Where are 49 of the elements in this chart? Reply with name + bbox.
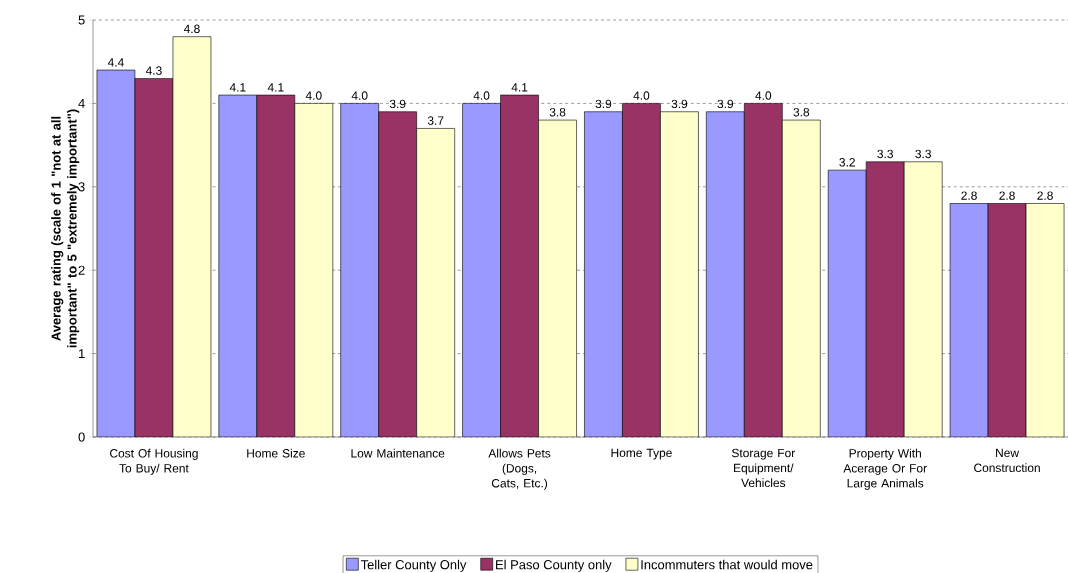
legend-label: El Paso County only <box>496 559 612 572</box>
data-label: 4.0 <box>351 91 368 100</box>
data-label: 3.9 <box>595 99 612 109</box>
data-label: 3.3 <box>915 149 931 159</box>
data-label: 3.9 <box>717 99 734 109</box>
y-tick-label: 4 <box>78 98 85 108</box>
data-label: 4.0 <box>633 91 650 100</box>
x-tick-label: Storage For Equipment/ Vehicles <box>731 448 795 488</box>
x-tick-label: Home Size <box>247 448 305 458</box>
data-label: 3.9 <box>389 99 406 109</box>
data-label: 4.0 <box>305 91 322 100</box>
bar <box>706 111 745 437</box>
legend-label: Incommuters that would move <box>641 559 813 570</box>
y-tick-label: 3 <box>78 182 85 192</box>
data-label: 4.8 <box>183 24 200 34</box>
bar <box>340 103 379 437</box>
y-tick-label: 0 <box>78 432 85 442</box>
data-label: 4.3 <box>145 66 162 75</box>
data-label: 2.8 <box>999 191 1015 200</box>
data-label: 4.4 <box>107 58 124 67</box>
bar <box>218 95 257 437</box>
data-label: 3.3 <box>877 149 893 159</box>
data-label: 4.1 <box>267 83 284 92</box>
legend-label: Teller County Only <box>360 559 467 572</box>
data-label: 3.9 <box>671 99 688 109</box>
bar <box>584 111 623 437</box>
x-tick-label: Cost Of Housing To Buy/ Rent <box>110 448 198 475</box>
data-label: 4.1 <box>229 83 246 92</box>
bar <box>949 203 989 437</box>
y-tick-label: 5 <box>78 15 85 25</box>
x-tick-label: Property With Acerage Or For Large Animals <box>843 448 927 490</box>
data-label: 4.1 <box>511 83 528 92</box>
bar <box>462 103 501 437</box>
y-tick-label: 1 <box>79 349 85 359</box>
y-tick-label: 2 <box>78 265 85 275</box>
data-label: 4.0 <box>473 91 490 100</box>
x-tick-label: Allows Pets (Dogs, Cats, Etc.) <box>488 448 551 490</box>
x-tick-label: Low Maintenance <box>351 448 445 458</box>
x-tick-label: Home Type <box>611 448 672 460</box>
data-label: 3.8 <box>549 108 566 117</box>
x-tick-label: New Construction <box>974 448 1040 473</box>
data-label: 2.8 <box>1037 191 1053 200</box>
data-label: 3.8 <box>793 108 810 117</box>
bar <box>96 70 135 437</box>
bar <box>828 170 867 437</box>
data-label: 2.8 <box>961 191 977 200</box>
data-label: 3.7 <box>427 116 444 125</box>
data-label: 3.2 <box>839 158 855 167</box>
data-label: 4.0 <box>755 91 772 100</box>
